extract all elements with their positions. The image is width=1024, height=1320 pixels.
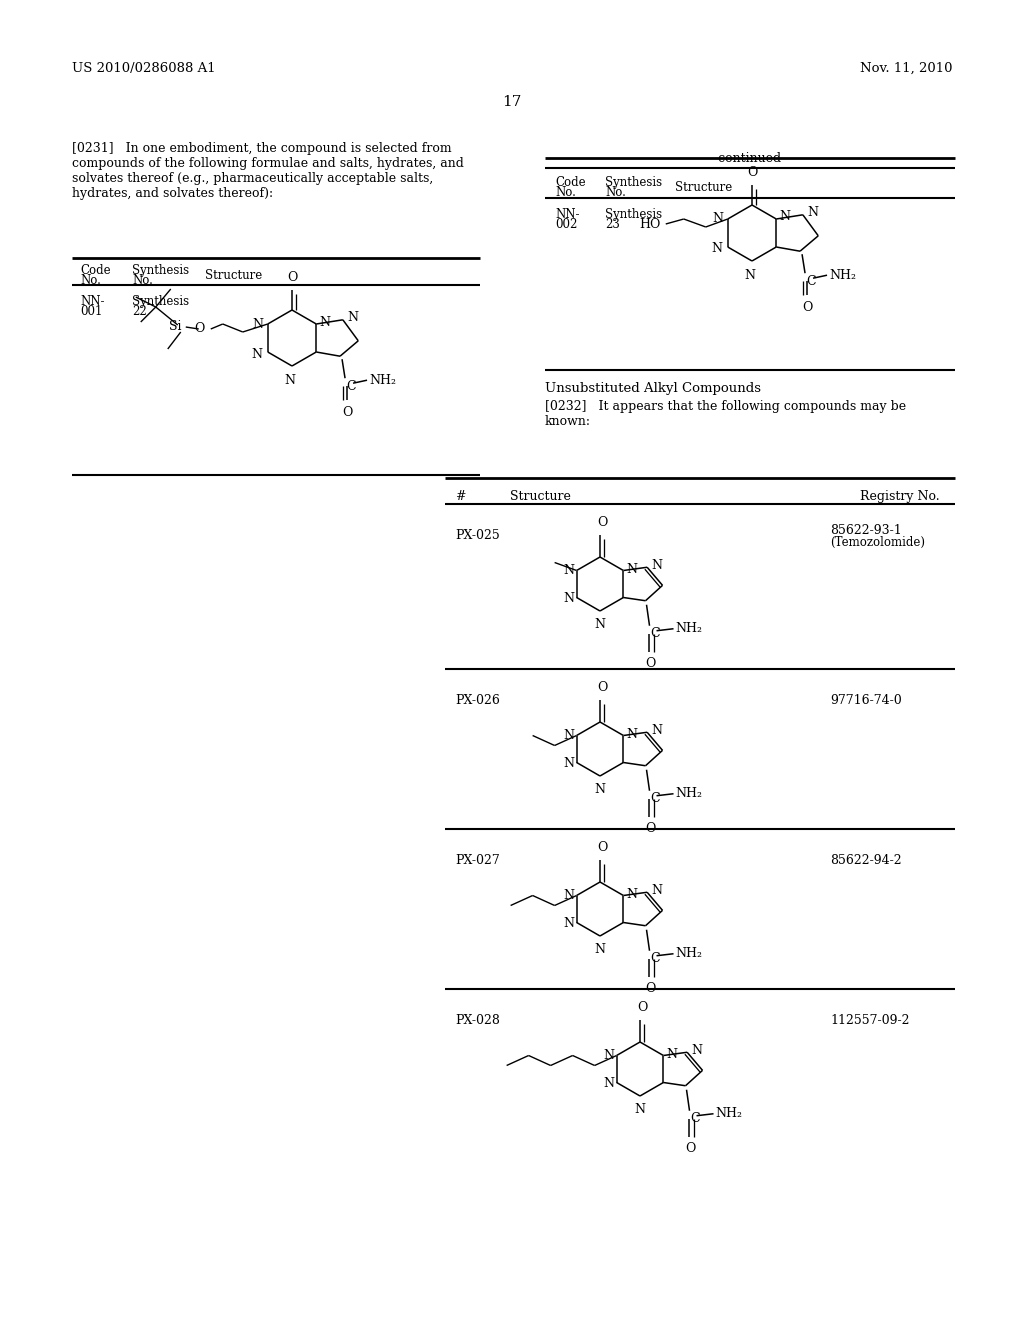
Text: N: N <box>595 618 605 631</box>
Text: Structure: Structure <box>510 490 570 503</box>
Text: PX-025: PX-025 <box>455 529 500 543</box>
Text: N: N <box>651 558 663 572</box>
Text: N: N <box>252 347 263 360</box>
Text: 112557-09-2: 112557-09-2 <box>830 1014 909 1027</box>
Text: NH₂: NH₂ <box>676 622 702 635</box>
Text: No.: No. <box>555 186 575 199</box>
Text: O: O <box>685 1142 695 1155</box>
Text: Synthesis: Synthesis <box>605 209 663 220</box>
Text: Nov. 11, 2010: Nov. 11, 2010 <box>859 62 952 75</box>
Text: O: O <box>637 1001 647 1014</box>
Text: 002: 002 <box>555 218 578 231</box>
Text: N: N <box>691 1044 702 1057</box>
Text: N: N <box>595 942 605 956</box>
Text: HO: HO <box>639 218 660 231</box>
Text: PX-028: PX-028 <box>455 1014 500 1027</box>
Text: O: O <box>287 271 297 284</box>
Text: N: N <box>713 213 724 226</box>
Text: N: N <box>563 729 574 742</box>
Text: US 2010/0286088 A1: US 2010/0286088 A1 <box>72 62 216 75</box>
Text: N: N <box>347 312 357 325</box>
Text: NH₂: NH₂ <box>676 948 702 960</box>
Text: N: N <box>651 884 663 896</box>
Text: N: N <box>635 1104 645 1115</box>
Text: C: C <box>690 1111 700 1125</box>
Text: N: N <box>563 564 574 577</box>
Text: O: O <box>746 166 757 180</box>
Text: N: N <box>627 564 637 576</box>
Text: NH₂: NH₂ <box>676 787 702 800</box>
Text: N: N <box>563 917 574 931</box>
Text: NN-: NN- <box>80 294 104 308</box>
Text: N: N <box>603 1049 614 1063</box>
Text: O: O <box>597 681 607 694</box>
Text: No.: No. <box>605 186 626 199</box>
Text: NH₂: NH₂ <box>716 1107 742 1121</box>
Text: 85622-94-2: 85622-94-2 <box>830 854 901 867</box>
Text: O: O <box>342 407 352 420</box>
Text: 23: 23 <box>605 218 620 231</box>
Text: Structure: Structure <box>675 181 732 194</box>
Text: N: N <box>563 888 574 902</box>
Text: 001: 001 <box>80 305 102 318</box>
Text: C: C <box>650 952 660 965</box>
Text: PX-026: PX-026 <box>455 694 500 708</box>
Text: N: N <box>627 888 637 902</box>
Text: N: N <box>651 723 663 737</box>
Text: 97716-74-0: 97716-74-0 <box>830 694 902 708</box>
Text: Structure: Structure <box>205 269 262 282</box>
Text: Registry No.: Registry No. <box>860 490 940 503</box>
Text: N: N <box>595 783 605 796</box>
Text: N: N <box>603 1077 614 1090</box>
Text: N: N <box>807 206 818 219</box>
Text: -continued: -continued <box>715 152 781 165</box>
Text: O: O <box>645 822 655 834</box>
Text: [0232]   It appears that the following compounds may be
known:: [0232] It appears that the following com… <box>545 400 906 428</box>
Text: O: O <box>645 657 655 669</box>
Text: N: N <box>285 374 296 387</box>
Text: PX-027: PX-027 <box>455 854 500 867</box>
Text: 85622-93-1: 85622-93-1 <box>830 524 902 537</box>
Text: N: N <box>744 269 756 282</box>
Text: (Temozolomide): (Temozolomide) <box>830 536 925 549</box>
Text: N: N <box>563 756 574 770</box>
Text: O: O <box>802 301 812 314</box>
Text: N: N <box>563 591 574 605</box>
Text: Unsubstituted Alkyl Compounds: Unsubstituted Alkyl Compounds <box>545 381 761 395</box>
Text: O: O <box>195 322 205 335</box>
Text: O: O <box>597 516 607 529</box>
Text: N: N <box>712 243 723 256</box>
Text: Code: Code <box>555 176 586 189</box>
Text: N: N <box>667 1048 678 1061</box>
Text: Code: Code <box>80 264 111 277</box>
Text: C: C <box>346 380 355 393</box>
Text: Synthesis: Synthesis <box>132 294 189 308</box>
Text: #: # <box>455 490 466 503</box>
Text: C: C <box>650 792 660 805</box>
Text: No.: No. <box>132 275 153 286</box>
Text: No.: No. <box>80 275 101 286</box>
Text: Synthesis: Synthesis <box>132 264 189 277</box>
Text: NH₂: NH₂ <box>829 269 856 281</box>
Text: 22: 22 <box>132 305 146 318</box>
Text: Synthesis: Synthesis <box>605 176 663 189</box>
Text: N: N <box>253 318 264 330</box>
Text: Si: Si <box>169 321 181 334</box>
Text: O: O <box>597 841 607 854</box>
Text: NH₂: NH₂ <box>369 374 396 387</box>
Text: C: C <box>806 275 816 288</box>
Text: NN-: NN- <box>555 209 580 220</box>
Text: N: N <box>627 729 637 741</box>
Text: N: N <box>779 210 791 223</box>
Text: O: O <box>645 982 655 995</box>
Text: [0231]   In one embodiment, the compound is selected from
compounds of the follo: [0231] In one embodiment, the compound i… <box>72 143 464 201</box>
Text: N: N <box>319 315 331 329</box>
Text: 17: 17 <box>503 95 521 110</box>
Text: C: C <box>650 627 660 640</box>
